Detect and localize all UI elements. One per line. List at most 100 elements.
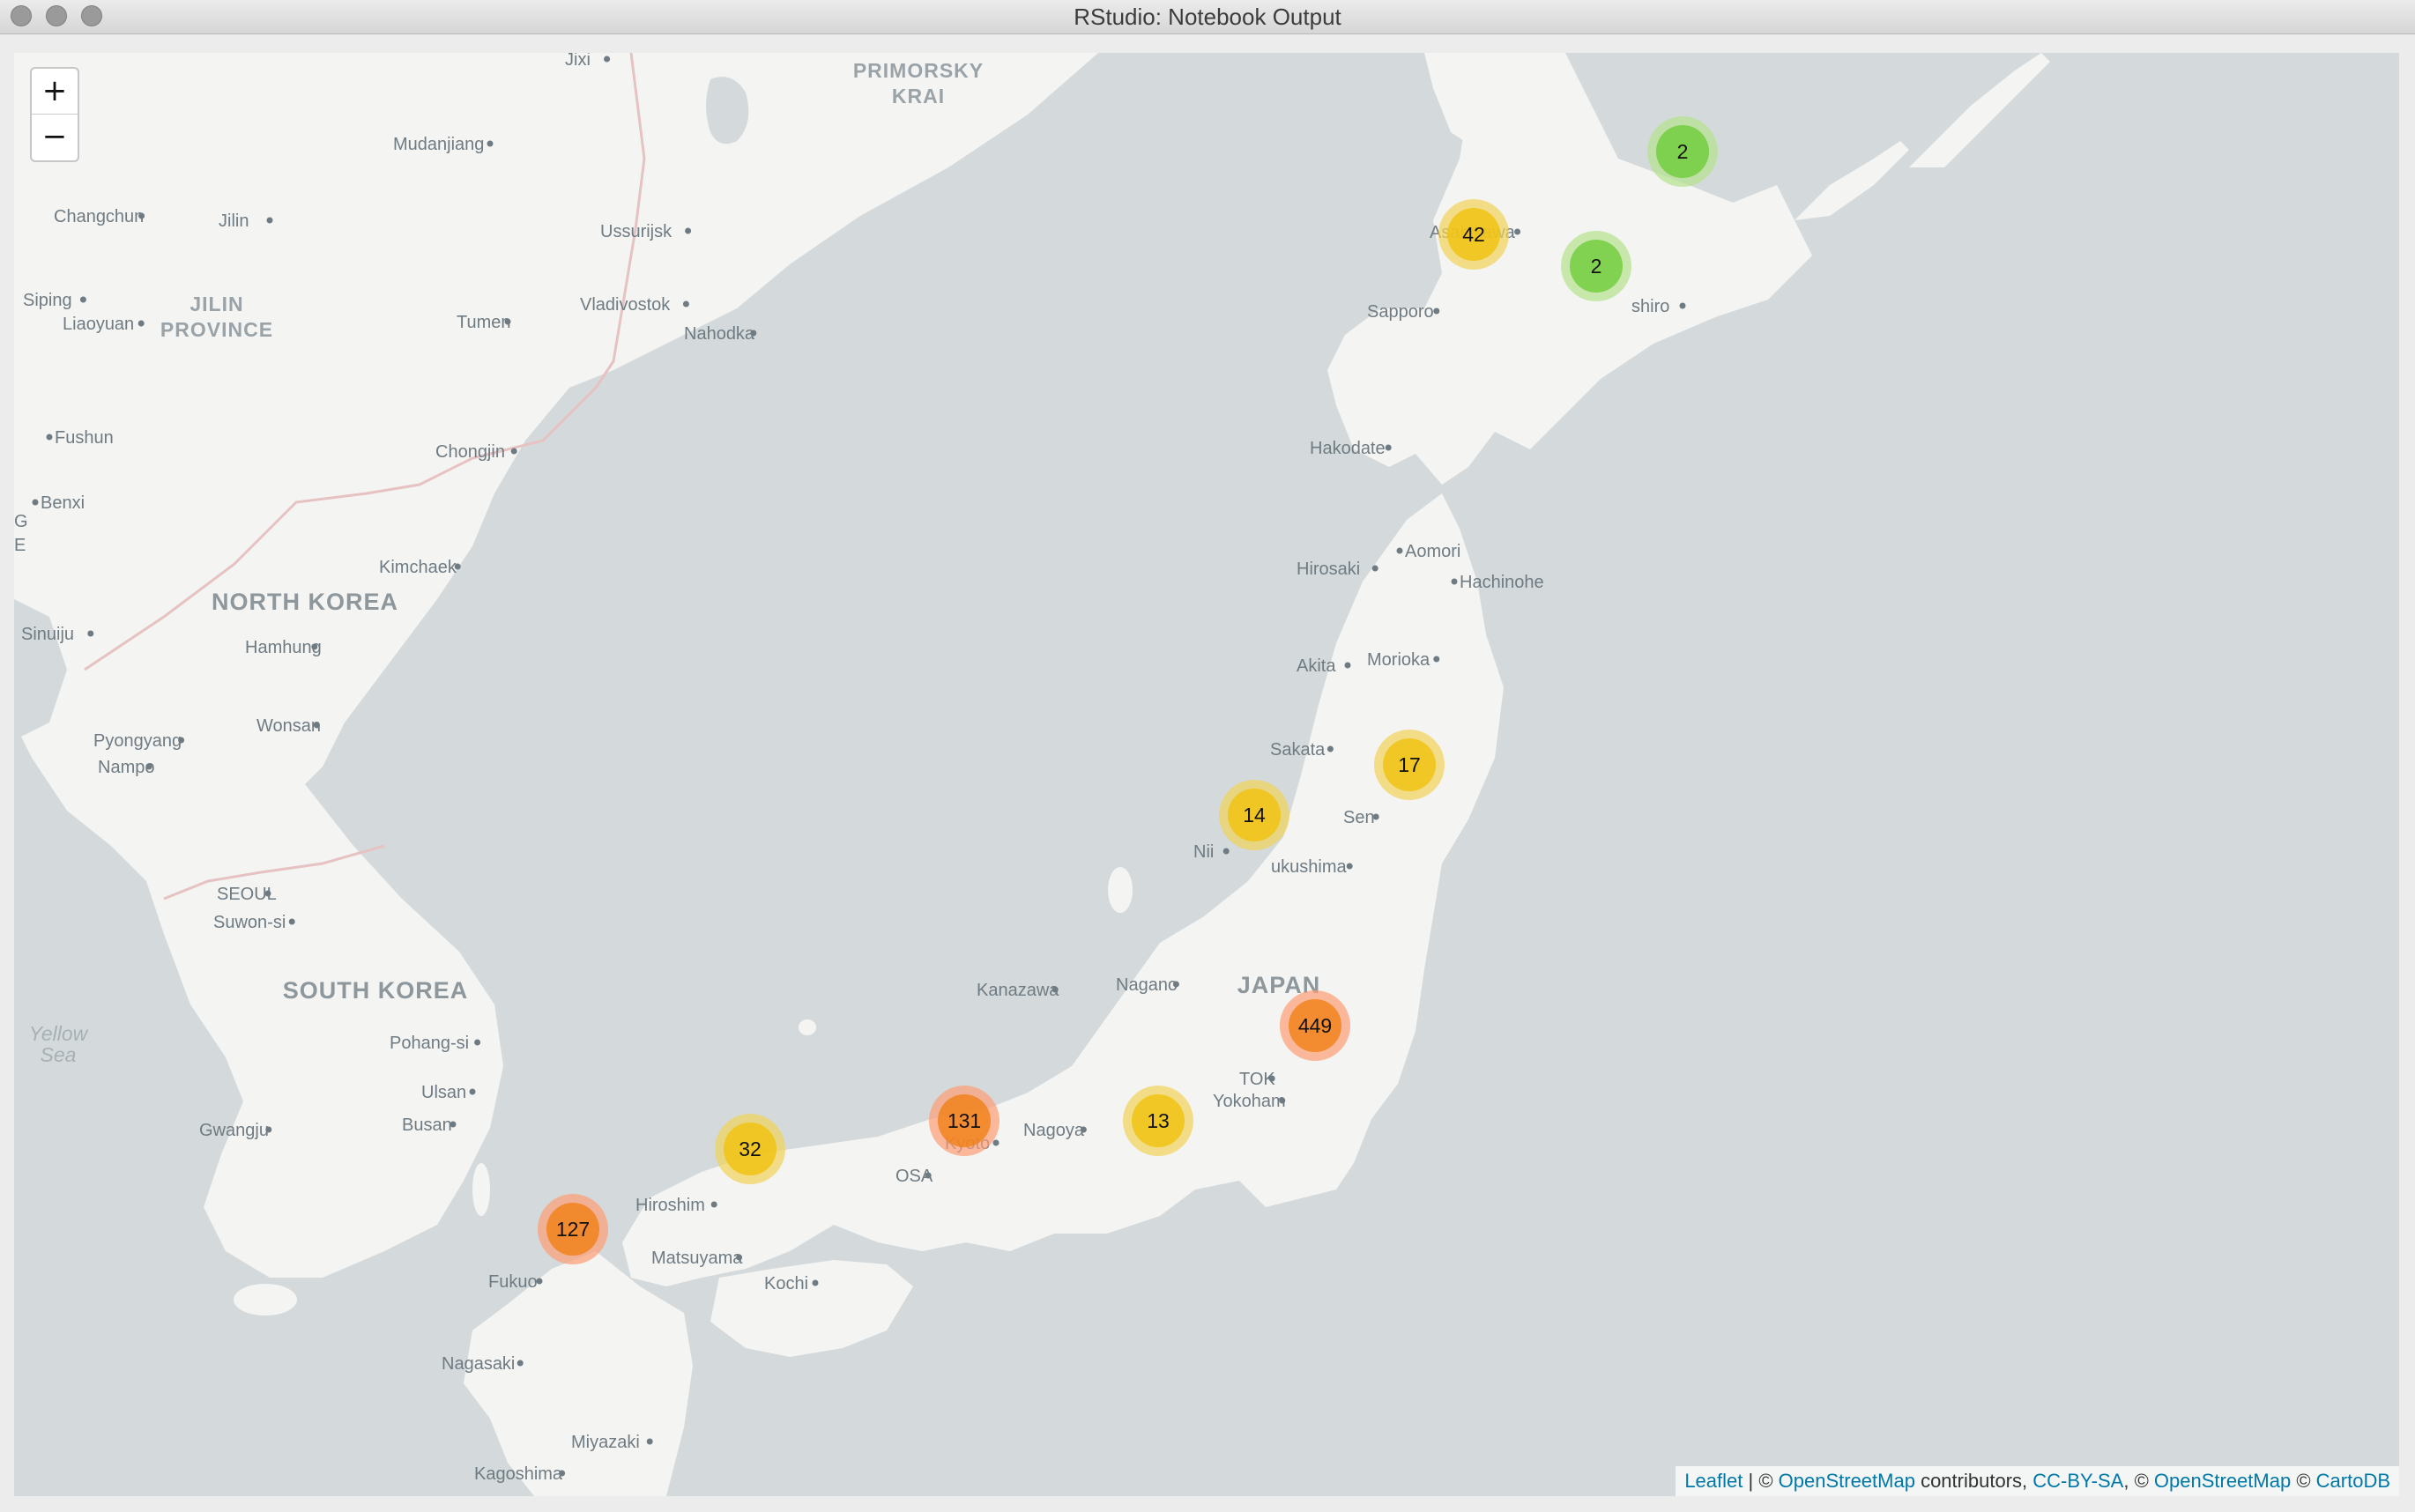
cluster-marker[interactable]: 449 bbox=[1280, 990, 1350, 1061]
cluster-count: 449 bbox=[1289, 999, 1341, 1052]
city-label: Kimchaek bbox=[379, 558, 457, 577]
cluster-marker[interactable]: 127 bbox=[538, 1194, 608, 1264]
place-dot bbox=[1372, 813, 1379, 820]
city-label: TOK bbox=[1239, 1070, 1275, 1089]
sea-label: Sea bbox=[41, 1043, 77, 1066]
place-dot bbox=[710, 1201, 717, 1208]
khanka-lake bbox=[706, 77, 749, 145]
sado-island bbox=[1108, 867, 1133, 913]
place-dot bbox=[992, 1139, 999, 1146]
cc-by-sa-link[interactable]: CC-BY-SA bbox=[2032, 1470, 2124, 1492]
openstreetmap-link-2[interactable]: OpenStreetMap bbox=[2153, 1470, 2292, 1492]
place-dot bbox=[1433, 308, 1440, 315]
map-attribution: Leaflet | © OpenStreetMap contributors, … bbox=[1676, 1466, 2399, 1496]
city-label: Busan bbox=[402, 1115, 452, 1135]
sea-label: Yellow bbox=[29, 1022, 89, 1045]
cluster-marker[interactable]: 32 bbox=[715, 1114, 785, 1184]
city-label: Sakata bbox=[1270, 740, 1326, 760]
place-dot bbox=[265, 1126, 272, 1133]
place-dot bbox=[313, 722, 320, 729]
cluster-marker[interactable]: 131 bbox=[929, 1086, 999, 1156]
jeju-island bbox=[234, 1284, 297, 1316]
china-korea-border bbox=[84, 386, 598, 671]
attribution-separator: © bbox=[2291, 1470, 2316, 1492]
honshu-island bbox=[622, 493, 1504, 1286]
window-title: RStudio: Notebook Output bbox=[1074, 4, 1341, 30]
city-label: Fukuo bbox=[488, 1272, 538, 1292]
zoom-in-button[interactable]: + bbox=[41, 73, 68, 108]
city-label: Akita bbox=[1297, 656, 1336, 676]
region-label: KRAI bbox=[892, 85, 945, 107]
place-dot bbox=[138, 212, 145, 219]
leaflet-map[interactable]: NORTH KOREA SOUTH KOREA JAPAN PRIMORSKY KRAI… bbox=[14, 53, 2399, 1496]
cluster-marker[interactable]: 2 bbox=[1647, 116, 1718, 187]
minimize-window-button[interactable] bbox=[46, 5, 67, 26]
city-label: Siping bbox=[23, 291, 72, 310]
city-label: Hamhung bbox=[245, 638, 322, 657]
city-label: Sapporo bbox=[1367, 302, 1434, 322]
city-label: Morioka bbox=[1367, 650, 1430, 670]
city-label: shiro bbox=[1631, 297, 1669, 316]
city-label: Kochi bbox=[764, 1274, 808, 1293]
place-dot bbox=[32, 499, 39, 506]
place-dot bbox=[1396, 547, 1403, 554]
city-label: Nagoya bbox=[1023, 1121, 1085, 1140]
place-dot bbox=[510, 448, 517, 455]
place-dot bbox=[812, 1279, 819, 1286]
place-dot bbox=[46, 434, 53, 441]
place-dot bbox=[1051, 986, 1059, 993]
city-label: Pohang-si bbox=[390, 1034, 469, 1053]
city-label: Kagoshima bbox=[474, 1464, 563, 1484]
place-dot bbox=[1514, 228, 1521, 235]
place-dot bbox=[682, 300, 689, 308]
cartodb-link[interactable]: CartoDB bbox=[2315, 1470, 2390, 1492]
place-dot bbox=[454, 563, 461, 570]
city-label: Changchun bbox=[54, 207, 144, 226]
city-label: Pyongyang bbox=[93, 731, 182, 751]
place-dot bbox=[487, 140, 494, 147]
cluster-marker[interactable]: 13 bbox=[1123, 1086, 1193, 1156]
window-titlebar: RStudio: Notebook Output bbox=[0, 0, 2415, 34]
oki-island bbox=[799, 1019, 816, 1035]
place-dot bbox=[474, 1039, 481, 1046]
kuril-islands bbox=[1795, 141, 1909, 220]
place-dot bbox=[1385, 444, 1392, 451]
place-dot bbox=[178, 737, 185, 744]
city-label: Hirosaki bbox=[1297, 560, 1360, 579]
cluster-count: 131 bbox=[938, 1094, 991, 1147]
place-dot bbox=[1451, 578, 1458, 585]
place-dot bbox=[1679, 302, 1686, 309]
mainland-landmass bbox=[14, 53, 1098, 1278]
place-dot bbox=[266, 217, 273, 224]
cluster-marker[interactable]: 14 bbox=[1219, 780, 1289, 850]
cluster-marker[interactable]: 42 bbox=[1438, 199, 1509, 270]
cluster-marker[interactable]: 17 bbox=[1374, 730, 1445, 800]
place-dot bbox=[536, 1278, 543, 1285]
leaflet-link[interactable]: Leaflet bbox=[1684, 1470, 1743, 1492]
place-dot bbox=[450, 1121, 457, 1128]
city-label: Mudanjiang bbox=[393, 135, 484, 154]
zoom-window-button[interactable] bbox=[81, 5, 102, 26]
place-dot bbox=[87, 630, 94, 637]
place-dot bbox=[925, 1172, 932, 1179]
place-dot bbox=[559, 1470, 566, 1477]
openstreetmap-link[interactable]: OpenStreetMap bbox=[1778, 1470, 1915, 1492]
place-dot bbox=[288, 918, 295, 925]
close-window-button[interactable] bbox=[11, 5, 32, 26]
city-label: Gwangju bbox=[199, 1121, 269, 1140]
place-dot bbox=[504, 318, 511, 325]
cluster-marker[interactable]: 2 bbox=[1561, 231, 1631, 301]
city-label: Hakodate bbox=[1310, 439, 1386, 458]
cluster-count: 32 bbox=[724, 1123, 777, 1175]
country-label: SOUTH KOREA bbox=[283, 977, 469, 1004]
liaodong-coast bbox=[14, 599, 67, 740]
city-label: Nahodka bbox=[684, 324, 755, 344]
zoom-out-button[interactable]: − bbox=[32, 114, 78, 159]
place-dot bbox=[1346, 863, 1353, 870]
kuril-islands-north bbox=[1909, 53, 2050, 167]
city-label: Suwon-si bbox=[213, 913, 286, 932]
place-dot bbox=[750, 330, 757, 337]
city-label: Nagano bbox=[1116, 975, 1178, 995]
city-label: Hachinohe bbox=[1460, 573, 1544, 592]
